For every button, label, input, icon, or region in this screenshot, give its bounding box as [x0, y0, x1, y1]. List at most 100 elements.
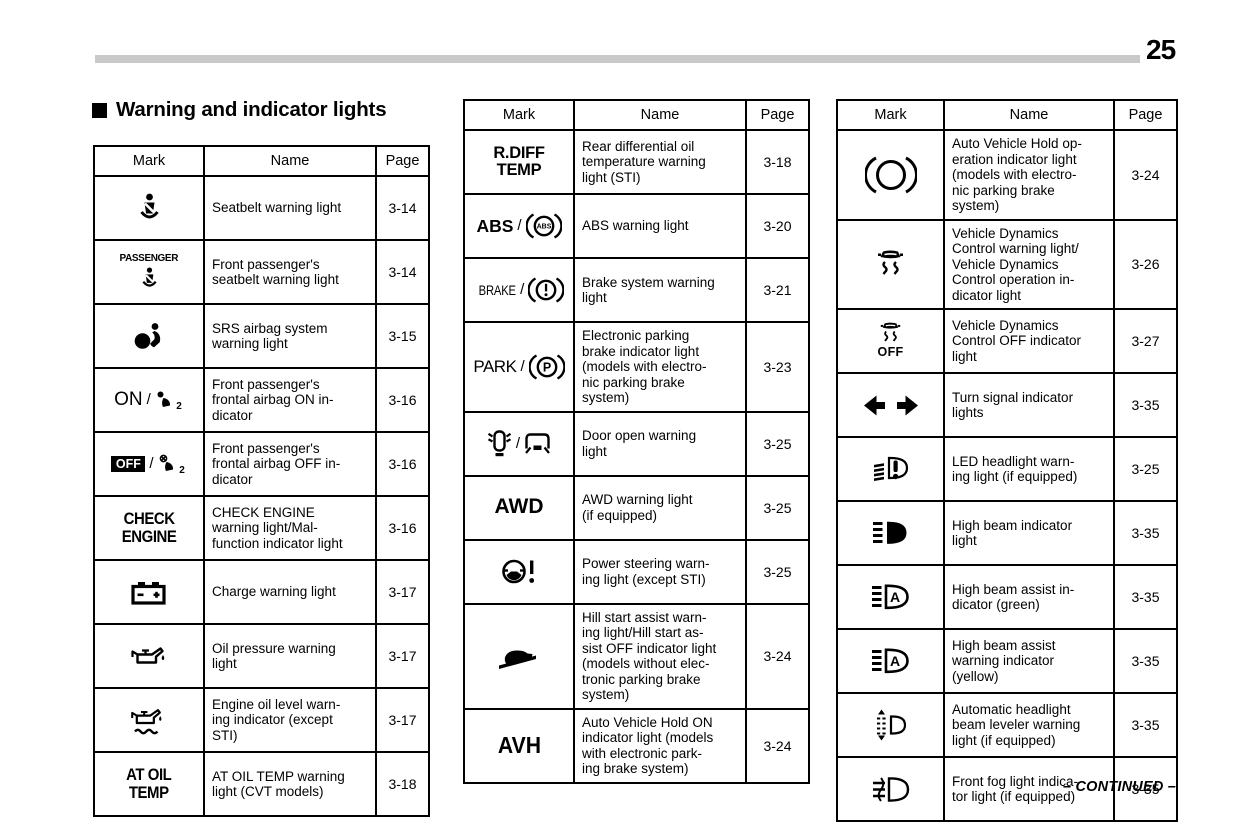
mark-cell — [836, 436, 945, 502]
page-ref-cell: 3-35 — [1113, 756, 1178, 822]
front-fog-icon — [872, 776, 910, 802]
battery-icon — [130, 579, 168, 606]
mark-content: OFF/ 2 — [97, 454, 201, 475]
page-ref-cell: 3-14 — [375, 175, 430, 241]
passenger-airbag-on-icon: 2 — [155, 390, 184, 411]
mark-text: PASSENGER — [119, 252, 179, 265]
mark-cell: AVH — [463, 707, 575, 784]
page-ref-cell: 3-17 — [375, 623, 430, 689]
oil-pressure-icon — [129, 644, 169, 669]
name-cell: Auto Vehicle Hold op- eration indicator … — [943, 129, 1115, 221]
name-cell: Seatbelt warning light — [203, 175, 377, 241]
table-body: Seatbelt warning light 3-14 PASSENGER Front… — [93, 175, 430, 817]
svg-text:A: A — [890, 589, 900, 605]
mark-cell: CHECK ENGINE — [93, 495, 205, 561]
page-ref-cell: 3-24 — [745, 602, 810, 710]
table-row: Oil pressure warning light 3-17 — [93, 623, 430, 689]
page-ref-cell: 3-17 — [375, 687, 430, 753]
mark-content — [467, 558, 571, 585]
mark-content: PASSENGER — [97, 253, 201, 290]
mark-content: R.DIFF TEMP — [467, 143, 571, 180]
mark-cell: BRAKE / — [463, 257, 575, 323]
svg-text:2: 2 — [176, 401, 182, 411]
name-cell: Charge warning light — [203, 559, 377, 625]
svg-text:ABS: ABS — [536, 224, 551, 231]
mark-cell: OFF/ 2 — [93, 431, 205, 497]
mark-cell — [463, 602, 575, 710]
section-marker-square-icon — [92, 102, 107, 118]
mark-content — [840, 776, 941, 802]
name-cell: Front passenger's seatbelt warning light — [203, 239, 377, 305]
mark-content — [97, 193, 201, 224]
page-ref-cell: 3-20 — [745, 193, 810, 259]
mark-content — [840, 456, 941, 483]
table-row: AT OIL TEMP AT OIL TEMP warning light (CV… — [93, 751, 430, 817]
table-row: / Door open warning light 3-25 — [463, 410, 810, 477]
page-ref-cell: 3-35 — [1113, 500, 1178, 566]
mark-content: A — [840, 584, 941, 610]
table-header-row: Mark Name Page — [463, 99, 810, 131]
mark-content: AVH — [467, 733, 571, 757]
mark-text: / — [517, 217, 522, 235]
table-body: Auto Vehicle Hold op- eration indicator … — [836, 129, 1178, 822]
page-ref-cell: 3-35 — [1113, 692, 1178, 758]
mark-cell: AT OIL TEMP — [93, 751, 205, 817]
name-cell: Automatic headlight beam leveler warning… — [943, 692, 1115, 758]
table-row: R.DIFF TEMP Rear differential oil tempera… — [463, 129, 810, 195]
mark-cell — [463, 538, 575, 605]
page-ref-cell: 3-25 — [745, 538, 810, 605]
mark-content: PARK / P — [467, 353, 571, 381]
mark-cell: R.DIFF TEMP — [463, 129, 575, 195]
headlight-leveler-icon — [875, 709, 907, 741]
column-header-name: Name — [573, 99, 747, 131]
page-ref-cell: 3-35 — [1113, 372, 1178, 438]
mark-cell: / — [463, 410, 575, 477]
name-cell: High beam assist warning indicator (yell… — [943, 628, 1115, 694]
page-ref-cell: 3-16 — [375, 495, 430, 561]
seatbelt-small-icon — [139, 266, 160, 291]
mark-cell: A — [836, 628, 945, 694]
page-ref-cell: 3-16 — [375, 367, 430, 433]
mark-content: AWD — [467, 496, 571, 518]
warning-lights-table-2: Mark Name Page R.DIFF TEMP Rear differential… — [463, 99, 810, 784]
name-cell: SRS airbag system warning light — [203, 303, 377, 369]
turn-signals-icon — [863, 395, 919, 416]
warning-lights-table-3: Mark Name Page Auto Vehicle Hold op- eratio… — [836, 99, 1178, 822]
door-open-top-icon — [487, 430, 512, 457]
page-ref-cell: 3-26 — [1113, 218, 1178, 310]
mark-content: / — [467, 430, 571, 457]
page-ref-cell: 3-17 — [375, 559, 430, 625]
led-headlight-icon — [873, 456, 909, 483]
name-cell: Turn signal indicator lights — [943, 372, 1115, 438]
power-steering-icon — [502, 558, 536, 585]
mark-content — [97, 706, 201, 735]
page-ref-cell: 3-14 — [375, 239, 430, 305]
oil-level-icon — [129, 706, 169, 735]
mark-cell — [836, 500, 945, 566]
table-row: Turn signal indicator lights 3-35 — [836, 372, 1178, 438]
table-row: Charge warning light 3-17 — [93, 559, 430, 625]
name-cell: Engine oil level warn- ing indicator (ex… — [203, 687, 377, 753]
mark-content — [97, 579, 201, 606]
svg-text:A: A — [890, 653, 900, 669]
name-cell: Brake system warning light — [573, 257, 747, 323]
name-cell: Oil pressure warning light — [203, 623, 377, 689]
park-ring-icon: P — [528, 353, 565, 381]
table-row: BRAKE / Brake system warning light 3-21 — [463, 257, 810, 323]
mark-text: / — [520, 357, 525, 375]
warning-lights-table-1: Mark Name Page Seatbelt warning light 3-14 PA… — [93, 145, 430, 817]
name-cell: Power steering warn- ing light (except S… — [573, 538, 747, 605]
mark-cell — [93, 623, 205, 689]
mark-cell — [93, 175, 205, 241]
name-cell: AWD warning light (if equipped) — [573, 474, 747, 541]
mark-cell: ABS / ABS — [463, 193, 575, 259]
table-row: CHECK ENGINE CHECK ENGINE warning light/M… — [93, 495, 430, 561]
mark-content — [467, 641, 571, 671]
mark-text: / — [146, 391, 151, 409]
page-ref-cell: 3-35 — [1113, 628, 1178, 694]
name-cell: AT OIL TEMP warning light (CVT models) — [203, 751, 377, 817]
table-row: Power steering warn- ing light (except S… — [463, 538, 810, 605]
mark-text: R.DIFF TEMP — [493, 143, 545, 179]
page-ref-cell: 3-16 — [375, 431, 430, 497]
column-header-name: Name — [943, 99, 1115, 131]
